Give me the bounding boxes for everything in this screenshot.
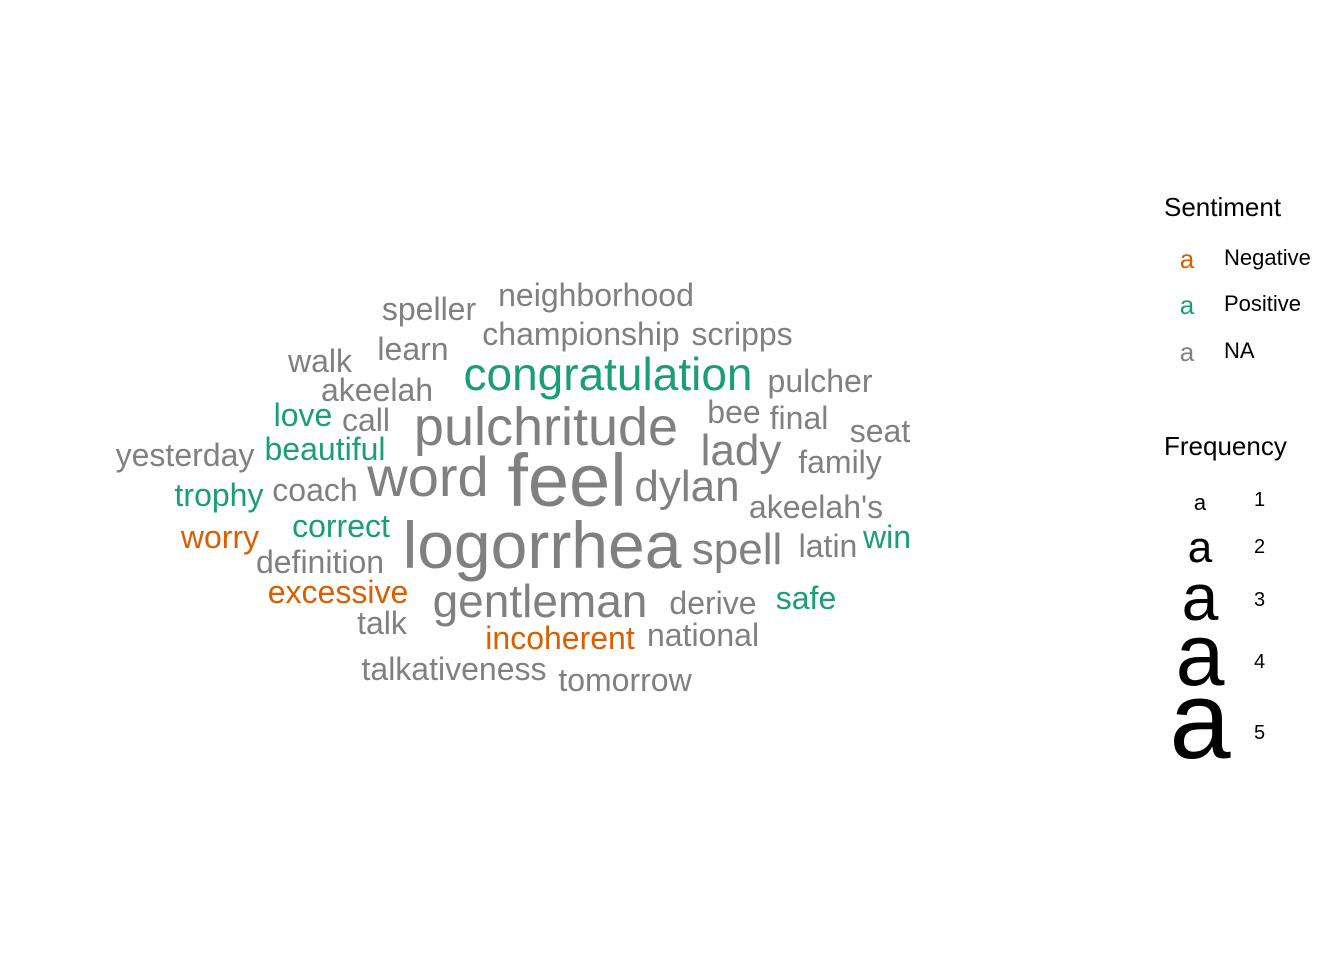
word-speller: speller (382, 291, 477, 327)
frequency-label-3: 3 (1254, 589, 1265, 611)
word-talk: talk (357, 605, 408, 641)
word-yesterday: yesterday (116, 437, 255, 473)
word-dylan: dylan (634, 462, 739, 511)
word-worry: worry (180, 519, 259, 555)
sentiment-legend: Sentiment a Negative a Positive a NA (1164, 192, 1311, 367)
word-incoherent: incoherent (485, 620, 635, 656)
word-talkativeness: talkativeness (362, 651, 547, 687)
frequency-key-3: a (1182, 560, 1219, 634)
word-championship: championship (482, 316, 679, 352)
word-logorrhea: logorrhea (403, 508, 682, 582)
word-derive: derive (669, 585, 756, 621)
word-trophy: trophy (175, 477, 264, 513)
word-call: call (342, 402, 390, 438)
frequency-key-2: a (1188, 523, 1213, 572)
word-latin: latin (799, 528, 858, 564)
frequency-key-5: a (1169, 659, 1231, 782)
word-correct: correct (292, 508, 390, 544)
frequency-label-1: 1 (1254, 489, 1265, 511)
frequency-key-4: a (1176, 605, 1225, 704)
sentiment-key-na: a (1180, 337, 1195, 367)
word-word: word (366, 445, 488, 508)
word-win: win (862, 519, 911, 555)
word-congratulation: congratulation (464, 348, 753, 400)
word-seat: seat (850, 413, 911, 449)
word-safe: safe (776, 580, 836, 616)
word-beautiful: beautiful (265, 431, 386, 467)
word-excessive: excessive (268, 574, 409, 610)
sentiment-label-na: NA (1224, 338, 1255, 363)
word-learn: learn (377, 331, 448, 367)
frequency-label-2: 2 (1254, 536, 1265, 558)
word-national: national (647, 617, 759, 653)
word-neighborhood: neighborhood (498, 277, 694, 313)
word-spell: spell (692, 525, 783, 574)
frequency-legend: Frequency a 1 a 2 a 3 a 4 a 5 (1164, 431, 1287, 782)
word-gentleman: gentleman (433, 575, 648, 627)
word-definition: definition (256, 544, 384, 580)
word-family: family (798, 444, 882, 480)
word-walk: walk (287, 343, 353, 379)
word-pulchritude: pulchritude (414, 397, 678, 457)
word-coach: coach (272, 472, 357, 508)
word-feel: feel (507, 439, 626, 522)
word-scripps: scripps (691, 316, 792, 352)
word-pulcher: pulcher (768, 363, 873, 399)
word-tomorrow: tomorrow (558, 662, 692, 698)
sentiment-label-negative: Negative (1224, 245, 1311, 270)
word-final: final (770, 400, 829, 436)
frequency-label-4: 4 (1254, 651, 1265, 673)
sentiment-key-positive: a (1180, 290, 1195, 320)
sentiment-legend-title: Sentiment (1164, 192, 1282, 222)
word-bee: bee (707, 394, 760, 430)
word-akeelah-s: akeelah's (749, 489, 883, 525)
word-lady: lady (701, 426, 782, 475)
sentiment-label-positive: Positive (1224, 291, 1301, 316)
frequency-legend-title: Frequency (1164, 431, 1287, 461)
sentiment-key-negative: a (1180, 244, 1195, 274)
frequency-label-5: 5 (1254, 722, 1265, 744)
word-love: love (274, 397, 333, 433)
frequency-key-1: a (1194, 490, 1207, 515)
word-akeelah: akeelah (321, 372, 433, 408)
